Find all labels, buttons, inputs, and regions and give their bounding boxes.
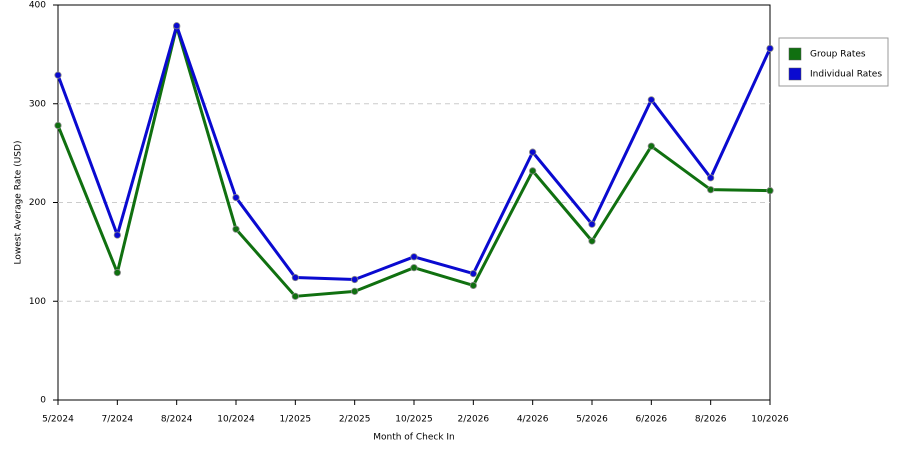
x-tick-label: 5/2026	[576, 415, 608, 425]
x-tick-label: 10/2024	[217, 415, 255, 425]
data-point	[351, 275, 359, 284]
x-tick-label: 7/2024	[101, 415, 133, 425]
data-point	[529, 167, 537, 175]
data-point	[766, 187, 774, 195]
legend-label: Group Rates	[810, 50, 866, 60]
x-tick-label: 1/2025	[279, 415, 311, 425]
x-tick-label: 2/2026	[457, 415, 489, 425]
x-axis-label: Month of Check In	[373, 433, 455, 443]
y-tick-label: 400	[29, 1, 46, 11]
data-point	[351, 287, 359, 295]
data-point	[291, 273, 299, 282]
data-point	[410, 253, 418, 261]
data-point	[113, 269, 121, 277]
data-point	[469, 269, 477, 278]
data-point	[232, 193, 240, 202]
legend: Group Rates Individual Rates	[778, 37, 889, 87]
data-point	[707, 186, 715, 194]
data-point	[54, 121, 62, 130]
x-tick-label: 5/2024	[42, 415, 74, 425]
data-point	[707, 174, 715, 182]
data-point	[588, 220, 596, 228]
data-point	[647, 142, 655, 150]
y-axis-label: Lowest Average Rate (USD)	[14, 141, 24, 265]
data-point	[113, 231, 121, 239]
data-point	[291, 292, 299, 300]
x-tick-label: 4/2026	[517, 415, 549, 425]
data-point	[766, 44, 774, 53]
data-point	[588, 237, 596, 245]
data-point	[529, 148, 537, 156]
data-point	[647, 96, 655, 104]
data-point	[469, 281, 477, 290]
legend-label: Individual Rates	[810, 70, 882, 80]
legend-swatch	[788, 67, 802, 81]
data-point	[232, 225, 240, 233]
x-tick-label: 10/2025	[395, 415, 432, 425]
y-tick-label: 300	[29, 99, 46, 109]
legend-swatch	[788, 47, 802, 61]
y-tick-label: 200	[29, 198, 46, 208]
y-tick-label: 0	[40, 396, 46, 406]
data-point	[410, 264, 418, 272]
y-tick-label: 100	[29, 297, 46, 307]
data-point	[54, 71, 62, 79]
x-tick-label: 6/2026	[635, 415, 667, 425]
x-tick-label: 8/2024	[161, 415, 193, 425]
x-tick-label: 10/2026	[751, 415, 789, 425]
x-tick-label: 2/2025	[339, 415, 371, 425]
data-point	[173, 22, 181, 30]
x-tick-label: 8/2026	[695, 415, 727, 425]
